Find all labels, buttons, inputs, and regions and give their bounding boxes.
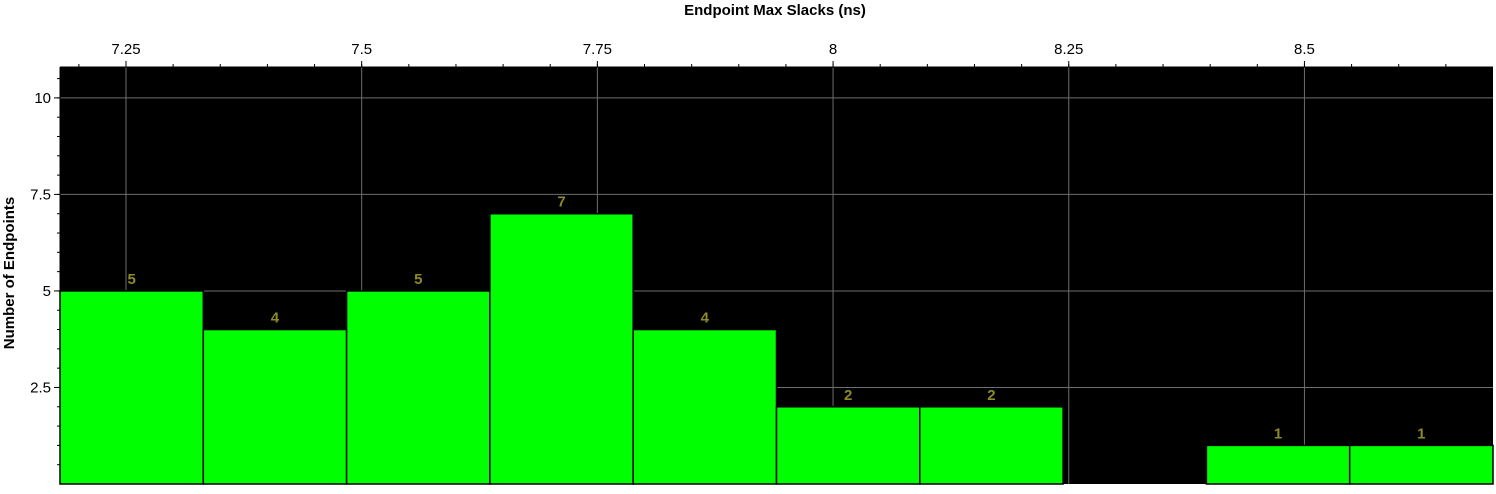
x-tick-label: 8.5 bbox=[1294, 41, 1315, 58]
histogram-bar bbox=[59, 290, 205, 485]
x-tick-label: 7.5 bbox=[351, 41, 372, 58]
bar-value-label: 5 bbox=[127, 271, 135, 288]
histogram-bar bbox=[775, 406, 921, 485]
histogram-bar bbox=[345, 290, 491, 485]
bar-value-label: 4 bbox=[701, 310, 710, 327]
bar-value-label: 1 bbox=[1417, 425, 1425, 442]
bar-value-label: 2 bbox=[987, 387, 995, 404]
axes: 7.25 7.5 7.75 8 8.25 8.5 2.5 5 7.5 10 bbox=[30, 41, 1493, 484]
histogram-bar bbox=[1205, 444, 1351, 485]
x-tick-label: 8 bbox=[829, 41, 837, 58]
y-tick-label: 7.5 bbox=[30, 186, 51, 203]
x-tick-label: 7.25 bbox=[111, 41, 140, 58]
y-tick-label: 10 bbox=[34, 90, 51, 107]
bar-value-label: 2 bbox=[844, 387, 852, 404]
y-tick-label: 5 bbox=[43, 283, 51, 300]
bar-value-labels: 5 4 5 7 4 2 2 1 1 bbox=[127, 194, 1425, 443]
histogram-bar bbox=[919, 406, 1064, 485]
histogram-bar bbox=[202, 328, 348, 485]
histogram-bar bbox=[1348, 444, 1494, 485]
y-tick-label: 2.5 bbox=[30, 379, 51, 396]
x-tick-label: 7.75 bbox=[583, 41, 612, 58]
histogram-bar bbox=[489, 212, 634, 485]
bar-value-label: 7 bbox=[557, 194, 565, 211]
x-tick-label: 8.25 bbox=[1054, 41, 1083, 58]
bar-value-label: 1 bbox=[1274, 425, 1282, 442]
y-axis-label: Number of Endpoints bbox=[1, 197, 18, 350]
bar-value-label: 4 bbox=[271, 310, 280, 327]
chart-title: Endpoint Max Slacks (ns) bbox=[684, 2, 866, 19]
bar-value-label: 5 bbox=[414, 271, 422, 288]
histogram-bar bbox=[632, 328, 778, 485]
bar-series bbox=[59, 212, 1494, 485]
